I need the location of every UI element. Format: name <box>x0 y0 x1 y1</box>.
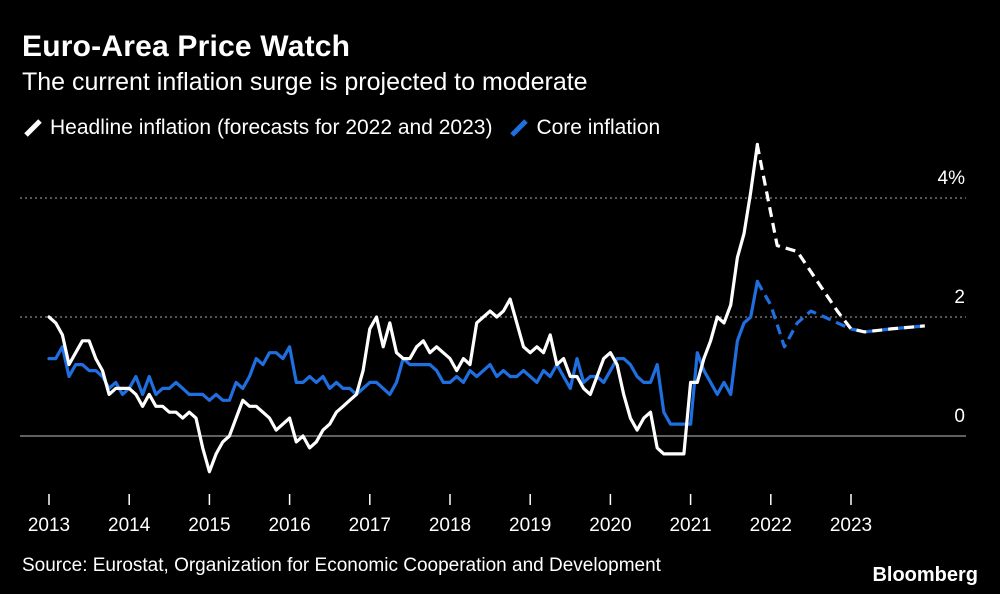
x-tick-label: 2018 <box>429 515 471 536</box>
y-tick-label: 0 <box>954 406 965 427</box>
x-tick-label: 2013 <box>28 515 70 536</box>
source-note: Source: Eurostat, Organization for Econo… <box>22 555 661 576</box>
x-tick-label: 2020 <box>589 515 631 536</box>
grid-layer: 0 2 4% <box>20 168 966 437</box>
chart-subtitle: The current inflation surge is projected… <box>22 68 588 96</box>
series-layer <box>47 142 925 474</box>
headline-forecast-line <box>755 144 925 334</box>
x-tick-label: 2019 <box>509 515 551 536</box>
x-tick-label: 2015 <box>188 515 230 536</box>
legend-item-core: Core inflation <box>508 116 660 140</box>
bloomberg-logo: Bloomberg <box>872 564 978 586</box>
legend-label-core: Core inflation <box>536 116 661 139</box>
headline-series-line <box>47 142 760 474</box>
x-tick-label: 2021 <box>669 515 711 536</box>
headline-swatch-icon <box>24 119 42 137</box>
core-swatch-icon <box>510 119 529 137</box>
x-tick-label: 2016 <box>268 515 310 536</box>
y-tick-label: 2 <box>954 287 965 308</box>
legend-label-headline: Headline inflation (forecasts for 2022 a… <box>50 116 493 139</box>
legend-item-headline: Headline inflation (forecasts for 2022 a… <box>22 116 492 140</box>
x-tick-label: 2023 <box>830 515 872 536</box>
legend: Headline inflation (forecasts for 2022 a… <box>22 116 676 140</box>
x-tick-label: 2014 <box>108 515 151 536</box>
y-tick-label: 4% <box>938 168 966 189</box>
x-axis: 2013 2014 2015 2016 2017 2018 2019 2020 2021 2022… <box>28 494 872 536</box>
chart-title: Euro-Area Price Watch <box>22 30 351 63</box>
x-tick-label: 2022 <box>750 515 792 536</box>
x-tick-label: 2017 <box>349 515 391 536</box>
